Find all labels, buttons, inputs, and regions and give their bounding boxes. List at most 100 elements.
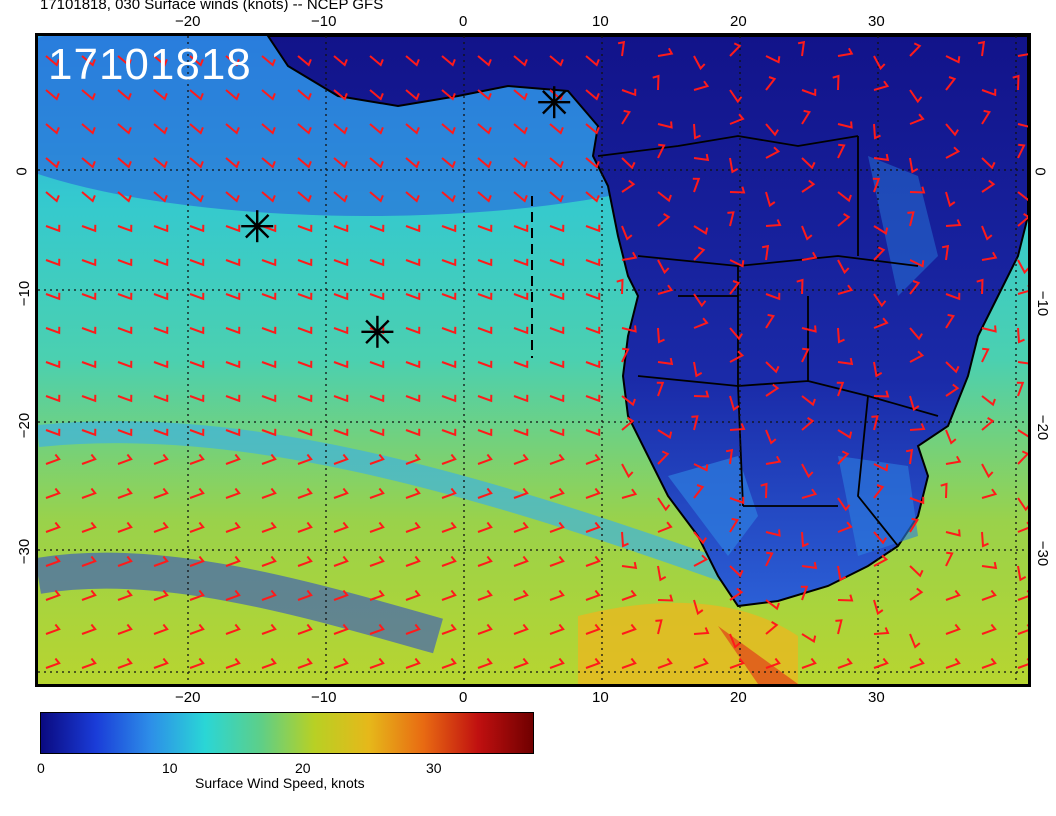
wind-barb (729, 587, 744, 601)
wind-barb (297, 394, 313, 403)
top-tick: 0 (459, 13, 468, 30)
colorbar (40, 712, 534, 754)
wind-barb (225, 487, 241, 499)
wind-barb (657, 657, 673, 669)
wind-barb (873, 484, 885, 499)
wind-barb (81, 589, 97, 601)
wind-barb (189, 428, 205, 437)
wind-barb (945, 146, 961, 159)
storm-marker-icon (361, 315, 394, 348)
wind-barb (513, 657, 529, 669)
wind-barb (549, 623, 565, 635)
wind-barb (225, 428, 241, 437)
left-tick: 0 (13, 167, 31, 176)
wind-barb (796, 278, 804, 295)
wind-barb (261, 258, 277, 267)
wind-barb (656, 381, 665, 397)
wind-barb (549, 555, 565, 567)
wind-barb (981, 623, 997, 635)
wind-barb (907, 211, 915, 227)
wind-barb (117, 453, 133, 465)
wind-barb (873, 317, 889, 329)
wind-barb (945, 657, 961, 669)
wind-barbs (45, 40, 1028, 669)
wind-barb (441, 555, 457, 567)
wind-barb (657, 450, 670, 465)
wind-barb (225, 191, 240, 203)
wind-barb (1017, 191, 1028, 202)
wind-barb (1017, 53, 1028, 57)
wind-barb (837, 565, 847, 582)
wind-barb (765, 599, 780, 611)
wind-barb (477, 55, 492, 67)
wind-barb (873, 599, 884, 616)
wind-barb (549, 360, 565, 369)
top-tick: −10 (311, 13, 337, 30)
wind-barb (45, 555, 61, 567)
wind-barb (333, 487, 349, 499)
wind-barb (621, 561, 638, 570)
wind-barb (45, 428, 61, 437)
wind-barb (765, 361, 780, 374)
wind-barb (837, 327, 845, 344)
wind-barb (441, 191, 456, 203)
wind-barb (225, 360, 241, 369)
wind-barb (297, 157, 312, 169)
wind-barb (81, 428, 97, 437)
wind-barb (873, 246, 886, 261)
wind-barb (441, 487, 457, 499)
wind-barb (909, 633, 921, 649)
wind-barb (153, 487, 169, 499)
wind-barb (153, 55, 168, 67)
wind-barb (297, 589, 313, 601)
wind-barb (441, 589, 457, 601)
wind-barb (621, 88, 637, 97)
wind-barb (945, 191, 956, 208)
top-border-bar (38, 33, 1028, 36)
wind-barb (835, 619, 843, 635)
wind-barb (729, 113, 745, 125)
wind-barb (981, 488, 998, 499)
wind-barb (189, 123, 204, 135)
wind-barb (693, 599, 704, 616)
wind-barb (657, 259, 670, 275)
wind-barb (513, 55, 528, 67)
wind-barb (585, 157, 600, 169)
wind-barb (45, 157, 60, 169)
wind-barb (585, 521, 601, 533)
wind-barb (585, 453, 601, 465)
wind-barb (1012, 74, 1020, 91)
wind-barb (729, 657, 745, 669)
wind-barb (405, 326, 421, 335)
wind-barb (189, 326, 205, 335)
wind-barb (693, 80, 710, 91)
wind-barb (657, 357, 674, 366)
wind-barb (369, 521, 385, 533)
wind-barb (369, 428, 385, 437)
wind-barb (909, 89, 923, 104)
wind-barb (225, 453, 241, 465)
wind-barb (765, 146, 781, 159)
wind-barb (117, 589, 133, 601)
wind-barb (981, 179, 996, 193)
wind-barb (297, 89, 312, 101)
wind-barb (405, 623, 421, 635)
wind-barb (153, 521, 169, 533)
wind-barb (369, 292, 385, 301)
wind-barb (441, 224, 457, 233)
wind-barb (729, 186, 746, 194)
wind-barb (81, 89, 96, 101)
wind-barb (189, 453, 205, 465)
wind-barb (801, 179, 816, 193)
wind-barb (693, 531, 707, 545)
left-tick: −30 (16, 538, 34, 565)
wind-barb (765, 292, 781, 301)
wind-barb (297, 428, 313, 437)
wind-barb (405, 394, 421, 403)
wind-barb (729, 565, 744, 578)
wind-barb (549, 258, 565, 267)
wind-barb (873, 361, 883, 378)
wind-barb (801, 225, 813, 241)
wind-barb (189, 191, 204, 203)
wind-barb (477, 394, 493, 403)
